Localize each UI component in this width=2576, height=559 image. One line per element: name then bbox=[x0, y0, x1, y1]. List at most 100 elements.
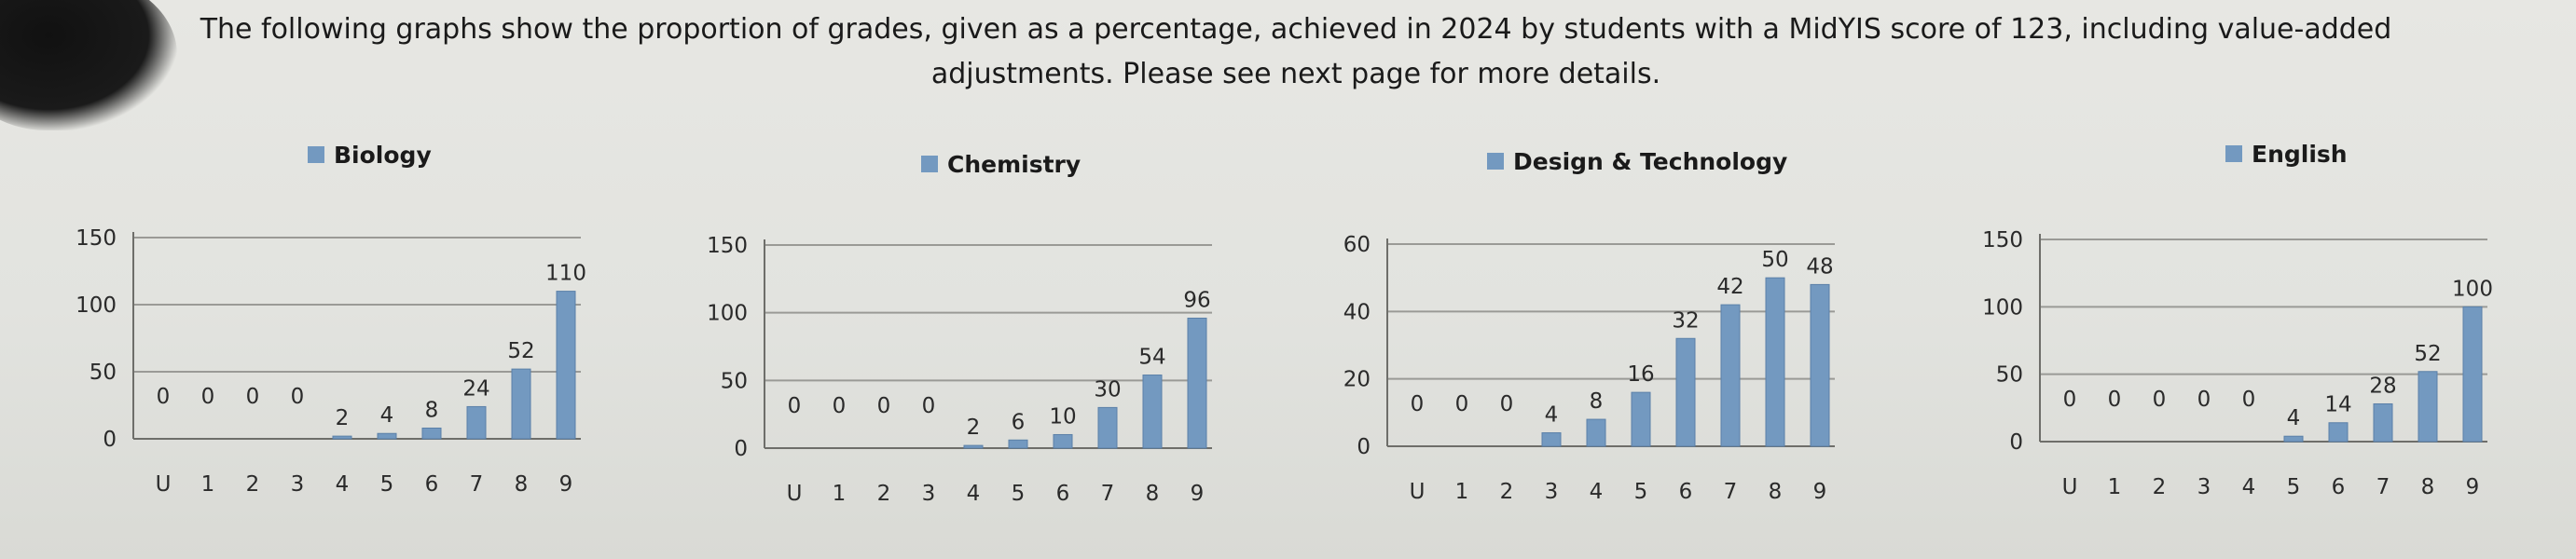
english-bar bbox=[2283, 435, 2304, 443]
header-line-2: adjustments. Please see next page for mo… bbox=[930, 58, 1661, 90]
english-value-label: 0 bbox=[2063, 388, 2077, 412]
biology-x-tick: 5 bbox=[380, 472, 394, 497]
design-technology-y-tick: 40 bbox=[1343, 300, 1371, 324]
chemistry-value-label: 10 bbox=[1049, 404, 1076, 429]
biology-x-tick: 2 bbox=[246, 472, 260, 497]
biology-y-tick: 100 bbox=[76, 293, 117, 318]
design-technology-x-tick: 4 bbox=[1590, 480, 1604, 504]
chemistry-legend-label: Chemistry bbox=[947, 151, 1081, 178]
biology-y-tick: 0 bbox=[103, 428, 117, 452]
biology-y-tick: 150 bbox=[76, 226, 117, 251]
design-technology-x-tick: 6 bbox=[1679, 480, 1693, 504]
chemistry-bar bbox=[1097, 406, 1118, 449]
design-technology-value-label: 16 bbox=[1627, 362, 1654, 387]
biology-bar bbox=[556, 291, 576, 440]
chemistry-x-tick: 4 bbox=[967, 482, 981, 506]
chemistry-y-tick: 150 bbox=[707, 234, 748, 258]
english-x-tick: 5 bbox=[2287, 475, 2301, 499]
design-technology-value-label: 4 bbox=[1545, 403, 1559, 428]
biology-value-label: 4 bbox=[380, 403, 394, 428]
design-technology-x-tick: 9 bbox=[1813, 480, 1827, 504]
design-technology-value-label: 0 bbox=[1455, 392, 1469, 416]
english-x-tick: 4 bbox=[2242, 475, 2256, 499]
design-technology-bar bbox=[1631, 391, 1651, 447]
biology-x-tick: U bbox=[156, 472, 172, 497]
design-technology-bar bbox=[1810, 283, 1830, 447]
english-bar bbox=[2462, 306, 2483, 443]
english-x-tick: 1 bbox=[2108, 475, 2122, 499]
chemistry-value-label: 2 bbox=[967, 416, 981, 440]
biology-value-label: 52 bbox=[507, 339, 534, 363]
biology-x-tick: 4 bbox=[336, 472, 350, 497]
design-technology-bar bbox=[1586, 418, 1606, 447]
design-technology-value-label: 32 bbox=[1672, 308, 1699, 333]
page-header: The following graphs show the proportion… bbox=[158, 7, 2433, 97]
chemistry-value-label: 6 bbox=[1012, 410, 1026, 434]
chemistry-value-label: 0 bbox=[833, 394, 847, 418]
biology-y-tick: 50 bbox=[90, 361, 117, 385]
biology-x-tick: 1 bbox=[201, 472, 215, 497]
chemistry-x-tick: 9 bbox=[1191, 482, 1205, 506]
design-technology-y-tick: 20 bbox=[1343, 368, 1371, 392]
chemistry-legend-swatch bbox=[921, 156, 938, 172]
biology-bar bbox=[511, 368, 531, 440]
chemistry-x-tick: 7 bbox=[1101, 482, 1115, 506]
english-value-label: 0 bbox=[2197, 388, 2211, 412]
chemistry-value-label: 54 bbox=[1138, 346, 1165, 370]
design-technology-y-tick: 0 bbox=[1357, 435, 1371, 459]
design-technology-legend-label: Design & Technology bbox=[1513, 148, 1787, 175]
biology-legend-swatch bbox=[308, 146, 324, 163]
english-legend-swatch bbox=[2225, 145, 2242, 162]
chemistry-value-label: 96 bbox=[1183, 288, 1210, 312]
english-x-tick: 9 bbox=[2466, 475, 2480, 499]
design-technology-bar bbox=[1720, 304, 1741, 447]
biology-x-tick: 7 bbox=[470, 472, 484, 497]
design-technology-value-label: 0 bbox=[1500, 392, 1514, 416]
biology-x-tick: 3 bbox=[291, 472, 305, 497]
chemistry-value-label: 30 bbox=[1094, 377, 1121, 402]
biology-value-label: 24 bbox=[462, 376, 489, 401]
chemistry-x-tick: 3 bbox=[922, 482, 936, 506]
english-y-tick: 100 bbox=[1982, 295, 2023, 320]
biology-value-label: 0 bbox=[201, 385, 215, 409]
chemistry-value-label: 0 bbox=[788, 394, 802, 418]
biology-x-tick: 8 bbox=[515, 472, 529, 497]
english-value-label: 0 bbox=[2242, 388, 2256, 412]
design-technology-bar bbox=[1765, 277, 1785, 447]
english-bar bbox=[2418, 371, 2438, 443]
design-technology-x-tick: 5 bbox=[1634, 480, 1648, 504]
chemistry-y-tick: 100 bbox=[707, 302, 748, 326]
biology-value-label: 0 bbox=[291, 385, 305, 409]
design-technology-x-tick: 3 bbox=[1545, 480, 1559, 504]
design-technology-legend-swatch bbox=[1487, 153, 1504, 170]
english-value-label: 28 bbox=[2369, 374, 2396, 398]
english-value-label: 52 bbox=[2414, 342, 2441, 366]
design-technology-x-tick: 7 bbox=[1724, 480, 1738, 504]
biology-x-tick: 9 bbox=[559, 472, 573, 497]
english-x-tick: 2 bbox=[2153, 475, 2167, 499]
english-bar bbox=[2373, 402, 2393, 443]
biology-value-label: 0 bbox=[157, 385, 171, 409]
english-y-tick: 150 bbox=[1982, 228, 2023, 252]
english-value-label: 14 bbox=[2324, 393, 2351, 417]
chemistry-bar bbox=[1008, 439, 1028, 449]
biology-bar bbox=[421, 427, 442, 440]
design-technology-value-label: 50 bbox=[1761, 248, 1788, 272]
chemistry-x-tick: 1 bbox=[833, 482, 847, 506]
english-x-tick: 6 bbox=[2332, 475, 2346, 499]
english-x-tick: 7 bbox=[2376, 475, 2390, 499]
biology-bar bbox=[466, 405, 487, 440]
biology-bar bbox=[377, 432, 397, 440]
chemistry-bar bbox=[1053, 433, 1073, 449]
design-technology-x-tick: 1 bbox=[1455, 480, 1469, 504]
chemistry-x-tick: 6 bbox=[1056, 482, 1070, 506]
english-x-tick: U bbox=[2062, 475, 2078, 499]
english-value-label: 0 bbox=[2108, 388, 2122, 412]
design-technology-value-label: 42 bbox=[1716, 275, 1743, 299]
chemistry-y-tick: 50 bbox=[721, 369, 748, 393]
design-technology-x-tick: 8 bbox=[1769, 480, 1783, 504]
chemistry-x-tick: 5 bbox=[1012, 482, 1026, 506]
english-value-label: 100 bbox=[2452, 277, 2493, 301]
design-technology-value-label: 0 bbox=[1411, 392, 1425, 416]
